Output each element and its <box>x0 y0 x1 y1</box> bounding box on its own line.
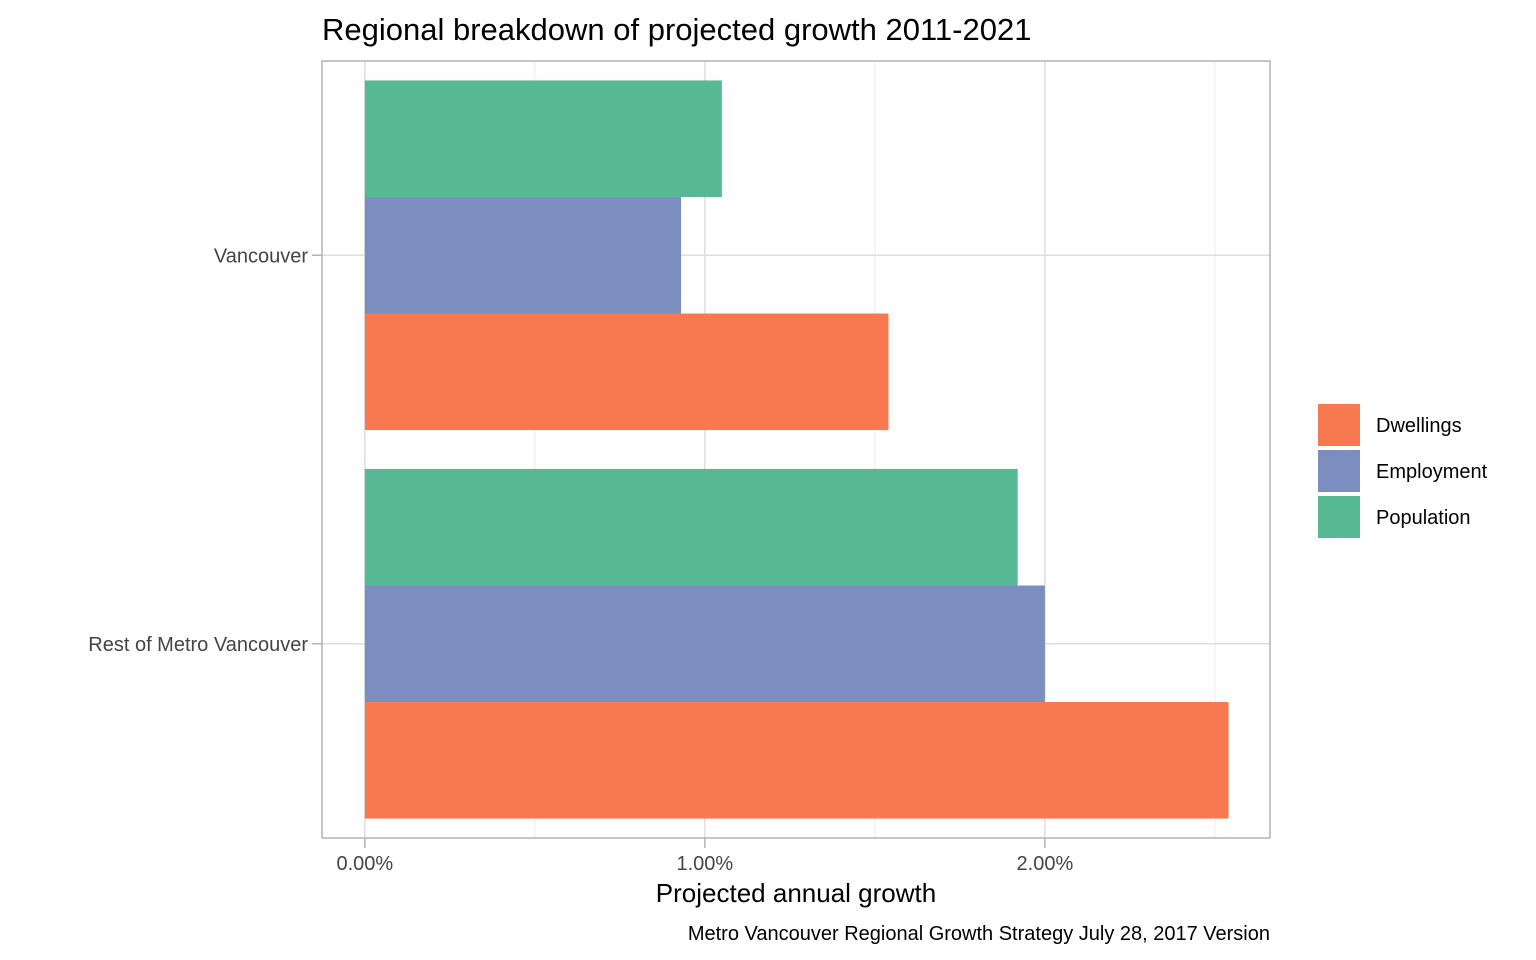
bar-population-rest-of-metro-vancouver <box>364 468 1018 586</box>
y-tick-label: Vancouver <box>214 245 308 267</box>
legend-key-dwellings <box>1318 404 1360 446</box>
y-tick-label: Rest of Metro Vancouver <box>88 634 308 656</box>
chart-title: Regional breakdown of projected growth 2… <box>322 12 1031 47</box>
x-tick-label: 0.00% <box>336 853 393 875</box>
x-tick-label: 2.00% <box>1017 853 1074 875</box>
x-tick-label: 1.00% <box>677 853 734 875</box>
x-axis-title: Projected annual growth <box>656 878 936 908</box>
legend-key-population <box>1318 496 1360 538</box>
bar-dwellings-rest-of-metro-vancouver <box>364 702 1229 819</box>
panel-border <box>321 60 1271 839</box>
bar-population-vancouver <box>364 80 722 197</box>
legend-label-population: Population <box>1376 507 1471 529</box>
legend-label-employment: Employment <box>1376 461 1488 483</box>
caption: Metro Vancouver Regional Growth Strategy… <box>688 923 1270 945</box>
legend-key-employment <box>1318 450 1360 492</box>
x-axis: 0.00% 1.00% 2.00% <box>336 838 1073 875</box>
y-axis: Vancouver Rest of Metro Vancouver <box>88 245 322 656</box>
bar-employment-vancouver <box>364 196 682 314</box>
legend-label-dwellings: Dwellings <box>1376 415 1462 437</box>
bar-employment-rest-of-metro-vancouver <box>364 585 1045 703</box>
legend: Dwellings Employment Population <box>1318 404 1488 538</box>
bars <box>364 80 1229 819</box>
bar-dwellings-vancouver <box>364 313 889 431</box>
